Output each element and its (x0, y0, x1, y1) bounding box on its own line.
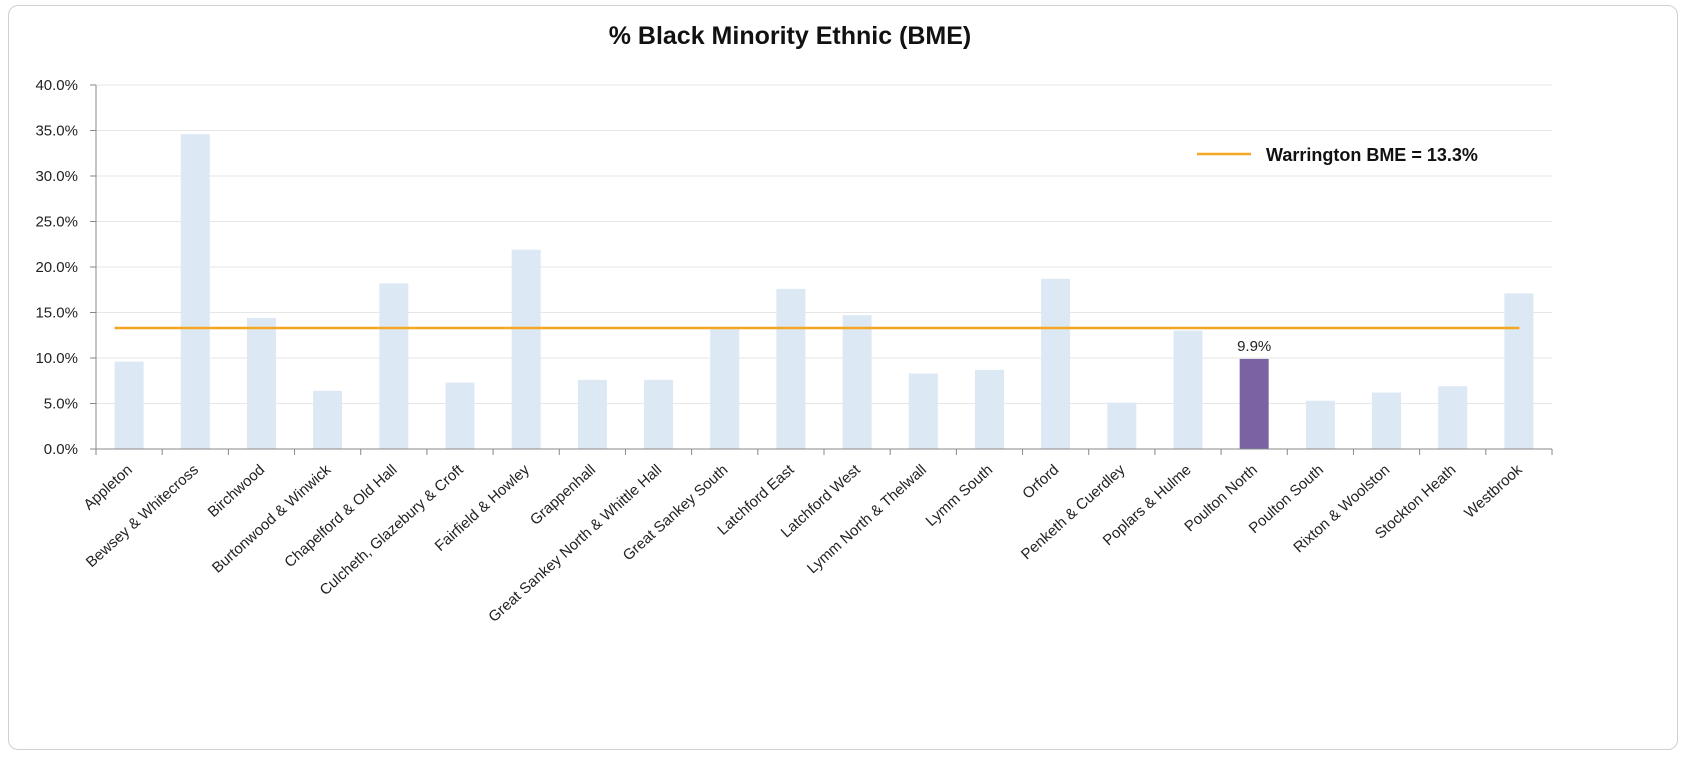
bar (1504, 293, 1534, 449)
x-tick-label: Chapelford & Old Hall (281, 461, 400, 571)
y-tick-label: 30.0% (35, 168, 78, 185)
chart-title: % Black Minority Ethnic (BME) (608, 22, 972, 50)
x-tick-label: Appleton (80, 461, 135, 513)
bar (1305, 400, 1335, 449)
bar (511, 249, 541, 449)
gridlines (96, 84, 1552, 404)
x-tick-label: Orford (1019, 461, 1062, 502)
bar (313, 390, 343, 449)
y-tick-labels: 0.0% 5.0% 10.0% 15.0% 20.0% 25.0% 30.0% 35.0% 40… (35, 77, 78, 458)
axes (90, 84, 1553, 455)
y-tick-label: 40.0% (35, 77, 78, 94)
bar (445, 382, 475, 449)
y-tick-label: 10.0% (35, 350, 78, 367)
bar (908, 373, 938, 449)
y-tick-label: 15.0% (35, 305, 78, 322)
bar (1107, 402, 1137, 449)
bar (1041, 278, 1071, 449)
bar (1438, 386, 1468, 449)
x-tick-label: Grappenhall (527, 461, 599, 528)
bar (776, 288, 806, 449)
bar-highlight (1239, 358, 1269, 449)
bar (842, 315, 872, 449)
bar (644, 379, 674, 449)
x-tick-label: Bewsey & Whitecross (83, 461, 202, 571)
bar (379, 283, 409, 449)
data-label: 9.9% (1237, 338, 1271, 355)
y-tick-label: 25.0% (35, 214, 78, 231)
y-tick-label: 5.0% (44, 396, 78, 413)
x-tick-label: Birchwood (205, 461, 268, 521)
x-tick-label: Lymm South (923, 461, 997, 530)
y-tick-label: 20.0% (35, 259, 78, 276)
bar (1372, 392, 1402, 449)
bar (246, 317, 276, 449)
bar (114, 361, 144, 449)
y-tick-label: 0.0% (44, 441, 78, 458)
y-tick-label: 35.0% (35, 123, 78, 140)
x-tick-label: Lymm North & Thelwall (804, 461, 930, 577)
x-tick-label: Westbrook (1461, 461, 1526, 522)
bar (180, 134, 210, 449)
bar (710, 328, 740, 449)
bars: 9.9% (114, 134, 1534, 449)
x-tick-label: Burtonwood & Winwick (209, 461, 335, 577)
bar (577, 379, 607, 449)
bar (974, 369, 1004, 449)
bar (1173, 330, 1203, 449)
legend: Warrington BME = 13.3% (1197, 145, 1478, 165)
legend-label: Warrington BME = 13.3% (1266, 145, 1478, 165)
